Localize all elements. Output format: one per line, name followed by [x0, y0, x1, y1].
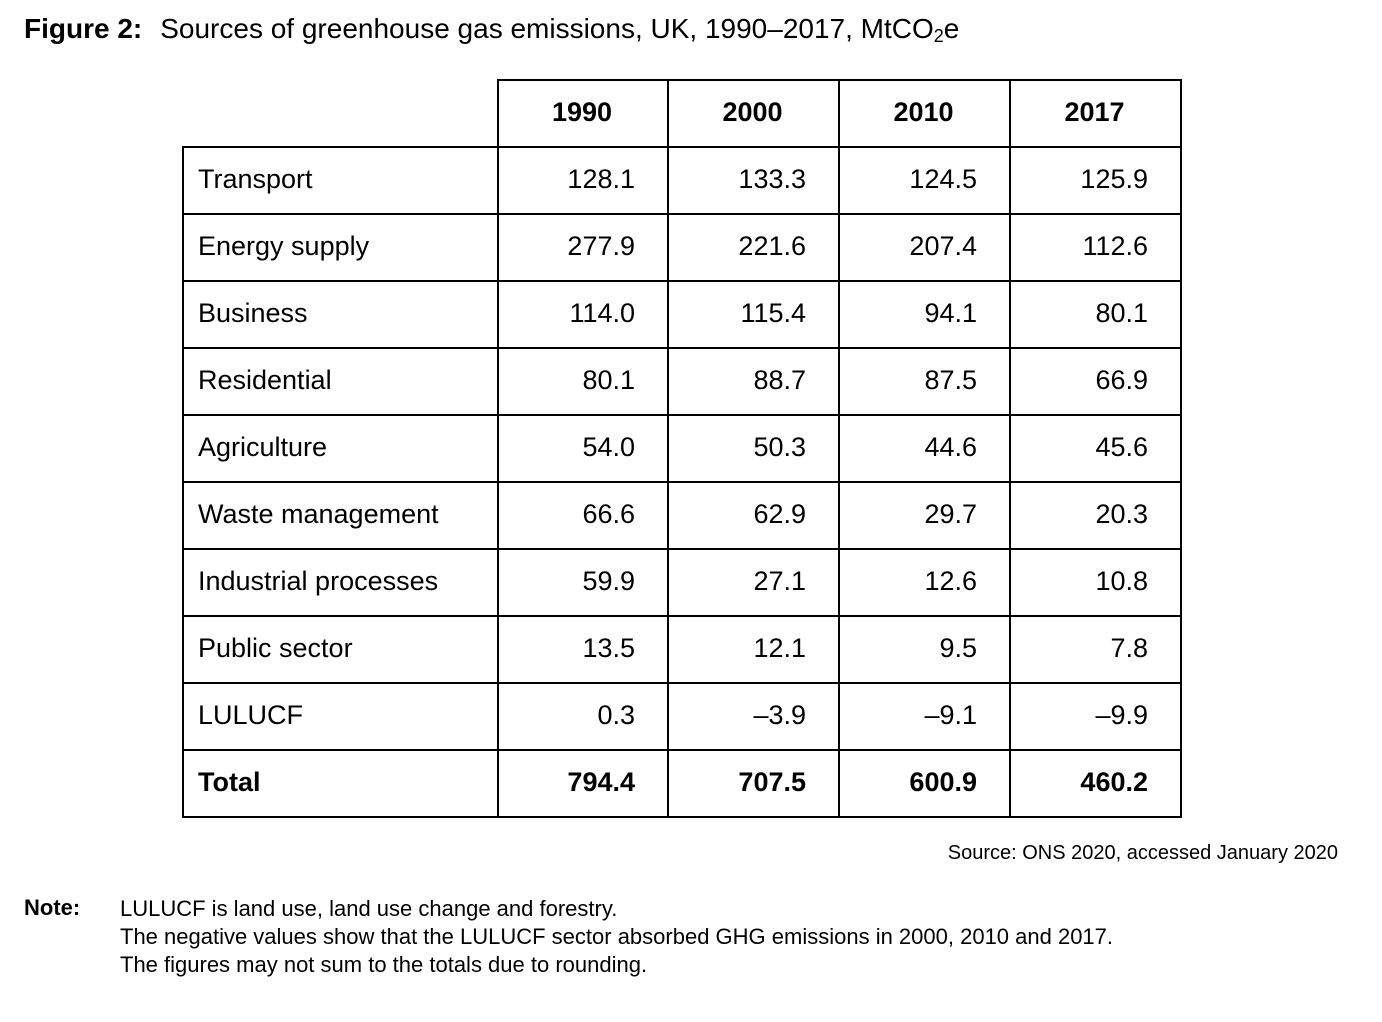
- row-label: Public sector: [198, 633, 353, 663]
- column-header: 1990: [551, 97, 613, 127]
- table-cell: –3.9: [753, 700, 806, 730]
- table-cell: 207.4: [909, 231, 977, 261]
- table-cell: 88.7: [753, 365, 806, 395]
- figure-title-subscript: 2: [933, 26, 944, 46]
- row-label: LULUCF: [198, 700, 304, 730]
- table-cell: 10.8: [1095, 566, 1148, 596]
- column-divider: [838, 79, 840, 818]
- table-cell: 221.6: [738, 231, 806, 261]
- table-cell: 124.5: [909, 164, 977, 194]
- source-note: Source: ONS 2020, accessed January 2020: [947, 842, 1338, 864]
- table-cell: 128.1: [567, 164, 635, 194]
- table-cell: 87.5: [924, 365, 977, 395]
- figure-label: Figure 2:: [24, 13, 143, 44]
- row-label: Total: [198, 767, 261, 797]
- table-cell: 600.9: [909, 767, 977, 797]
- row-divider: [182, 481, 1182, 483]
- column-divider: [497, 79, 499, 818]
- table-cell: 50.3: [753, 432, 806, 462]
- column-divider: [667, 79, 669, 818]
- row-divider: [182, 347, 1182, 349]
- table-cell: 794.4: [567, 767, 635, 797]
- table-cell: 27.1: [753, 566, 806, 596]
- table-cell: 94.1: [924, 298, 977, 328]
- table-cell: 112.6: [1082, 231, 1148, 261]
- table-cell: 80.1: [1095, 298, 1148, 328]
- table-cell: 125.9: [1080, 164, 1148, 194]
- row-divider: [182, 749, 1182, 751]
- table-cell: 62.9: [753, 499, 806, 529]
- row-label: Agriculture: [198, 432, 328, 462]
- row-label: Business: [198, 298, 308, 328]
- column-header: 2000: [722, 97, 783, 127]
- row-divider: [182, 816, 1182, 818]
- table-cell: 66.6: [582, 499, 635, 529]
- figure-title-text: Sources of greenhouse gas emissions, UK,…: [160, 13, 934, 44]
- row-label: Waste management: [198, 499, 439, 529]
- row-divider: [182, 213, 1182, 215]
- table-cell: 80.1: [582, 365, 635, 395]
- row-divider: [182, 414, 1182, 416]
- row-divider: [182, 615, 1182, 617]
- note-line: LULUCF is land use, land use change and …: [120, 896, 618, 921]
- table-cell: 460.2: [1080, 767, 1148, 797]
- table-cell: 45.6: [1095, 432, 1148, 462]
- column-header: 2017: [1064, 97, 1125, 127]
- row-label: Industrial processes: [198, 566, 439, 596]
- table-cell: 7.8: [1110, 633, 1148, 663]
- table-cell: 707.5: [738, 767, 806, 797]
- table-cell: –9.9: [1095, 700, 1148, 730]
- table-cell: 133.3: [738, 164, 806, 194]
- column-divider: [1180, 79, 1182, 818]
- table-cell: –9.1: [924, 700, 977, 730]
- table-cell: 115.4: [740, 298, 806, 328]
- figure-title: Figure 2: Sources of greenhouse gas emiss…: [24, 11, 959, 47]
- row-divider: [182, 280, 1182, 282]
- column-divider: [1009, 79, 1011, 818]
- row-divider: [182, 548, 1182, 550]
- note-label: Note:: [24, 895, 81, 920]
- table-cell: 66.9: [1095, 365, 1148, 395]
- table-cell: 20.3: [1095, 499, 1148, 529]
- table-cell: 44.6: [924, 432, 977, 462]
- row-divider: [182, 146, 1182, 148]
- table-cell: 13.5: [582, 633, 635, 663]
- row-label: Residential: [198, 365, 332, 395]
- table-cell: 12.1: [753, 633, 806, 663]
- table-cell: 12.6: [924, 566, 977, 596]
- note-line: The negative values show that the LULUCF…: [120, 924, 1114, 949]
- row-label: Transport: [198, 164, 313, 194]
- row-divider: [182, 682, 1182, 684]
- table-cell: 54.0: [582, 432, 635, 462]
- table-cell: 59.9: [582, 566, 635, 596]
- note-line: The figures may not sum to the totals du…: [120, 952, 648, 977]
- row-label: Energy supply: [198, 231, 370, 261]
- table-cell: 277.9: [567, 231, 635, 261]
- table-cell: 114.0: [569, 298, 635, 328]
- table-cell: 0.3: [597, 700, 635, 730]
- table-cell: 9.5: [939, 633, 977, 663]
- figure-title-suffix: e: [943, 13, 960, 44]
- table-cell: 29.7: [924, 499, 977, 529]
- note-text: LULUCF is land use, land use change and …: [120, 895, 1113, 979]
- column-header: 2010: [893, 97, 954, 127]
- column-divider: [182, 146, 184, 818]
